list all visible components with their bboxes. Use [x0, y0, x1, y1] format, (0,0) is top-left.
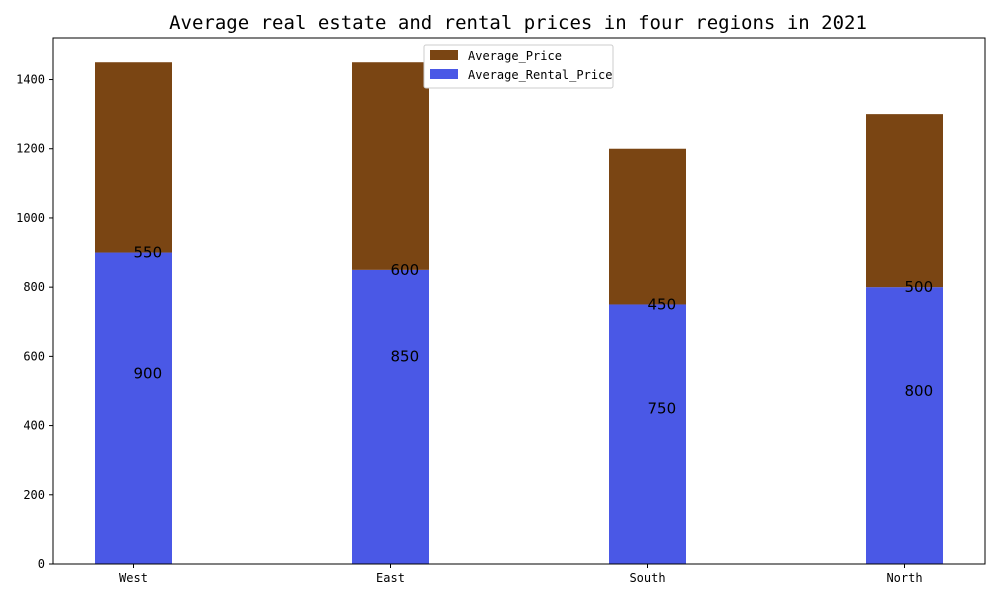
legend-swatch-average-rental-price [430, 69, 458, 79]
data-label-average-price-north: 800 [905, 382, 934, 400]
data-label-average-rental-price-north: 500 [905, 278, 934, 296]
x-tick-label-west: West [119, 571, 148, 585]
x-tick-label-east: East [376, 571, 405, 585]
bar-average-price-north [866, 114, 943, 288]
plot-frame [52, 37, 986, 565]
data-label-average-price-west: 900 [134, 365, 163, 383]
legend-box [423, 44, 614, 89]
y-axis: 0 200 400 600 800 1000 1200 1400 [16, 73, 53, 571]
chart-title: Average real estate and rental prices in… [169, 12, 867, 34]
y-tick-label-400: 400 [23, 419, 45, 433]
y-tick-label-1400: 1400 [16, 73, 45, 87]
x-tick-label-north: North [886, 571, 922, 585]
legend-swatch-average-price [430, 50, 458, 60]
bars-layer [95, 62, 943, 565]
bar-average-price-east [352, 62, 429, 270]
x-tick-label-south: South [629, 571, 665, 585]
y-tick-label-600: 600 [23, 349, 45, 363]
y-tick-label-800: 800 [23, 280, 45, 294]
bar-average-price-south [609, 148, 686, 305]
bar-average-rental-price-east [352, 269, 429, 564]
data-label-average-rental-price-east: 600 [391, 261, 420, 279]
data-labels-layer: 550 600 450 500 900 850 750 800 [134, 244, 934, 418]
data-label-average-price-east: 850 [391, 347, 420, 365]
bar-average-rental-price-west [95, 252, 172, 565]
legend-label-average-price: Average_Price [468, 49, 562, 63]
bar-average-rental-price-north [866, 287, 943, 564]
legend: Average_Price Average_Rental_Price [423, 44, 614, 89]
data-label-average-rental-price-west: 550 [134, 244, 163, 262]
x-axis: West East South North [119, 564, 923, 585]
bar-average-price-west [95, 62, 172, 253]
y-tick-label-0: 0 [38, 557, 45, 571]
bar-average-rental-price-south [609, 304, 686, 564]
legend-label-average-rental-price: Average_Rental_Price [468, 68, 613, 82]
plot-background [53, 38, 985, 564]
y-tick-label-200: 200 [23, 488, 45, 502]
y-tick-label-1000: 1000 [16, 211, 45, 225]
data-label-average-price-south: 750 [648, 399, 677, 417]
data-label-average-rental-price-south: 450 [648, 295, 677, 313]
y-tick-label-1200: 1200 [16, 142, 45, 156]
